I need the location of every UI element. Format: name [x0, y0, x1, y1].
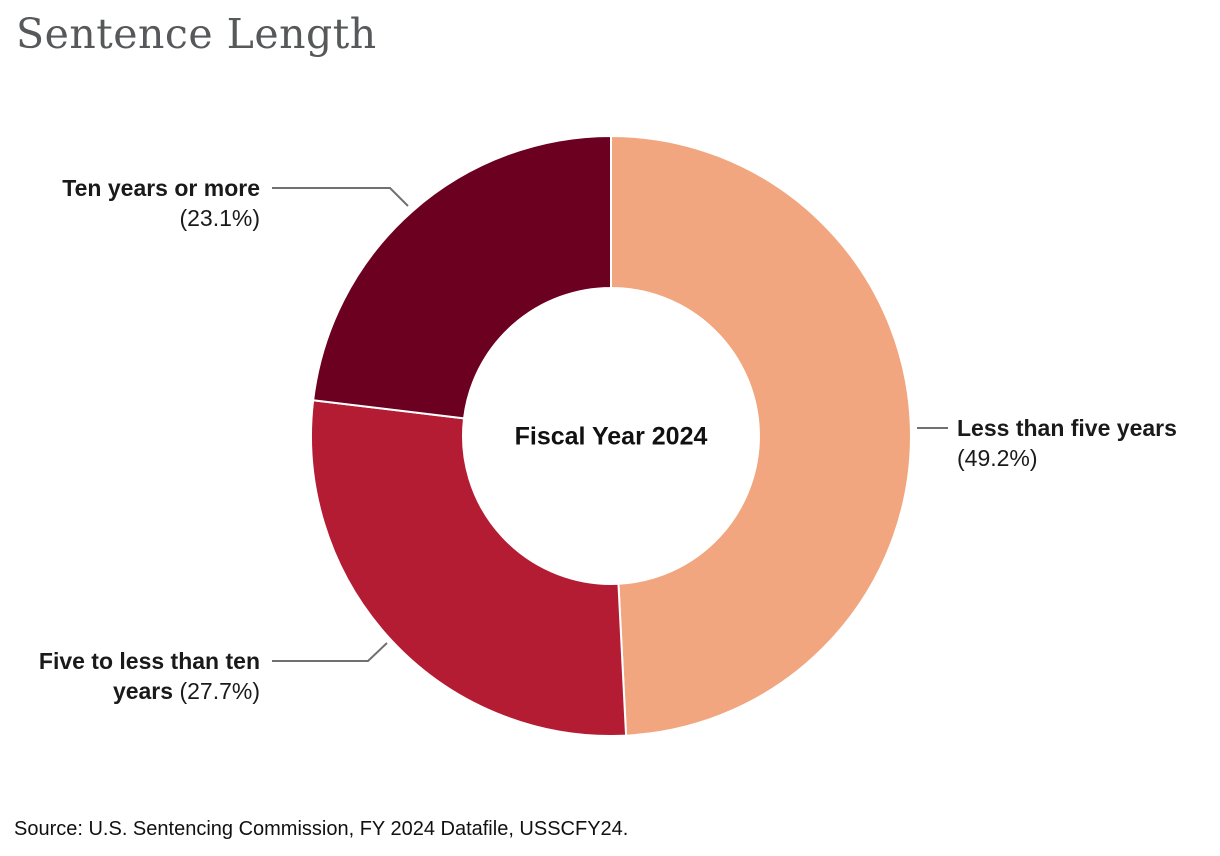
- donut-slices: [310, 135, 912, 737]
- callout-ten-years-or-more: Ten years or more (23.1%): [5, 173, 260, 233]
- slice-percent: (27.7%): [179, 678, 260, 704]
- leader-line-ten-years-or-more: [272, 187, 409, 207]
- leader-line-five-to-less-than-ten: [272, 642, 388, 662]
- source-note: Source: U.S. Sentencing Commission, FY 2…: [14, 818, 629, 840]
- callout-five-to-less-than-ten-years: Five to less than ten years (27.7%): [5, 646, 260, 706]
- donut-slice-0[interactable]: [610, 135, 912, 737]
- donut-slice-1[interactable]: [310, 399, 628, 737]
- callout-less-than-five-years: Less than five years (49.2%): [957, 413, 1212, 473]
- page-title: Sentence Length: [16, 10, 377, 58]
- slice-percent: (49.2%): [957, 445, 1038, 471]
- slice-label: Less than five years: [957, 415, 1177, 441]
- donut-slice-2[interactable]: [312, 135, 612, 420]
- slice-percent: (23.1%): [179, 205, 260, 231]
- slice-label: Ten years or more: [62, 175, 260, 201]
- donut-center-label: Fiscal Year 2024: [514, 422, 708, 451]
- slice-label: Five to less than ten years: [38, 648, 260, 704]
